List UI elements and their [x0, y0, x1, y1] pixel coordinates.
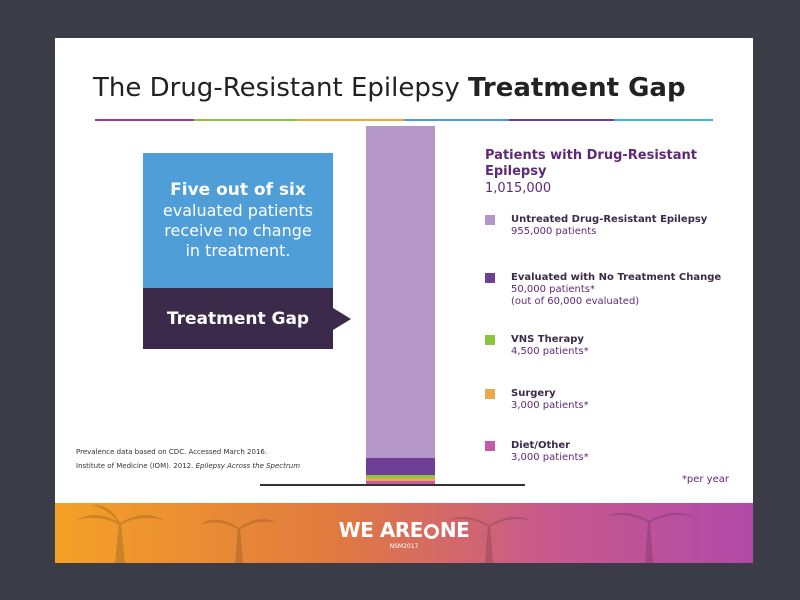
title-bold: Treatment Gap	[468, 73, 686, 103]
legend-text: Surgery 3,000 patients*	[511, 388, 589, 412]
palm-silhouettes	[75, 504, 695, 563]
bar-segment	[366, 457, 435, 475]
legend-item: Untreated Drug-Resistant Epilepsy 955,000…	[485, 214, 707, 238]
legend-swatch	[485, 441, 495, 451]
callout-bold-line: Five out of six	[170, 180, 306, 200]
title-divider	[95, 119, 713, 121]
legend-detail: 955,000 patients	[511, 226, 597, 237]
footer-banner: WE ARE NE NSM2017	[55, 503, 753, 563]
legend-detail: 3,000 patients*	[511, 452, 589, 463]
legend-label: VNS Therapy	[511, 334, 584, 345]
slide: The Drug-Resistant Epilepsy Treatment Ga…	[55, 38, 753, 563]
legend-swatch	[485, 389, 495, 399]
legend-text: Untreated Drug-Resistant Epilepsy 955,000…	[511, 214, 707, 238]
legend-item: Diet/Other 3,000 patients*	[485, 440, 589, 464]
callout-box: Five out of six evaluated patients recei…	[143, 153, 333, 288]
legend-heading: Patients with Drug-Resistant Epilepsy 1,…	[485, 148, 715, 197]
logo-text-right: NE	[439, 518, 470, 542]
treatment-gap-label: Treatment Gap	[143, 288, 351, 349]
legend-text: Diet/Other 3,000 patients*	[511, 440, 589, 464]
title-normal: The Drug-Resistant Epilepsy	[93, 73, 469, 103]
legend-detail: 4,500 patients*	[511, 346, 589, 357]
bar-segment	[366, 478, 435, 481]
footer-subtitle: NSM2017	[389, 543, 419, 550]
source-line-2: Institute of Medicine (IOM). 2012. Epile…	[76, 459, 300, 473]
source-notes: Prevalence data based on CDC. Accessed M…	[76, 445, 300, 473]
stacked-bar	[366, 125, 435, 484]
legend-text: VNS Therapy 4,500 patients*	[511, 334, 589, 358]
legend-detail: 50,000 patients* (out of 60,000 evaluate…	[511, 284, 640, 307]
legend-label: Untreated Drug-Resistant Epilepsy	[511, 214, 708, 225]
legend-label: Evaluated with No Treatment Change	[511, 272, 722, 283]
callout-text: evaluated patients receive no change in …	[162, 201, 314, 260]
bar-segment	[366, 475, 435, 478]
logo-ring-icon	[423, 524, 439, 539]
source-line-1: Prevalence data based on CDC. Accessed M…	[76, 448, 268, 456]
legend-detail: 3,000 patients*	[511, 400, 589, 411]
logo-text-left: WE ARE	[338, 518, 424, 542]
bar-segment	[366, 481, 435, 484]
page-title: The Drug-Resistant Epilepsy Treatment Ga…	[93, 73, 686, 103]
legend-heading-total: 1,015,000	[485, 181, 552, 196]
per-year-note: *per year	[681, 474, 729, 485]
legend-item: VNS Therapy 4,500 patients*	[485, 334, 589, 358]
legend-swatch	[485, 273, 495, 283]
legend-label: Surgery	[511, 388, 556, 399]
footer-logo: WE ARE NE	[55, 518, 753, 542]
source-line-2-title: Epilepsy Across the Spectrum	[195, 462, 301, 470]
legend-item: Surgery 3,000 patients*	[485, 388, 589, 412]
legend-swatch	[485, 215, 495, 225]
source-line-2-prefix: Institute of Medicine (IOM). 2012.	[76, 462, 196, 470]
legend-text: Evaluated with No Treatment Change 50,000…	[511, 272, 721, 308]
legend-item: Evaluated with No Treatment Change 50,000…	[485, 272, 721, 308]
chart-baseline	[260, 484, 525, 486]
legend-swatch	[485, 335, 495, 345]
legend-label: Diet/Other	[511, 440, 571, 451]
legend-heading-label: Patients with Drug-Resistant Epilepsy	[485, 148, 698, 179]
bar-segment	[366, 125, 435, 458]
